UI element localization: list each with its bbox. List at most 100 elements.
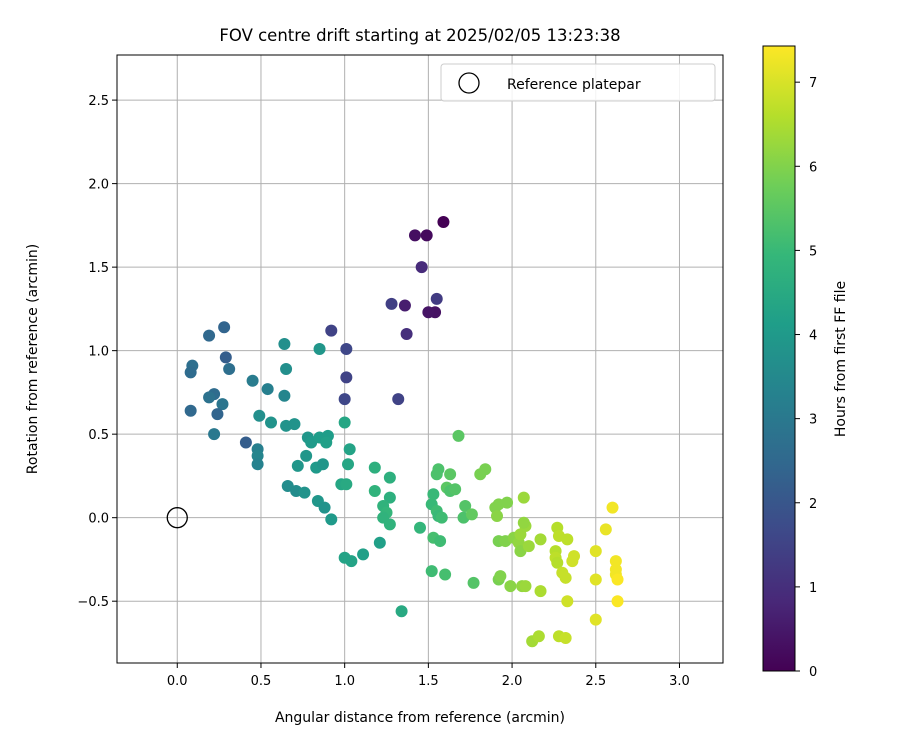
data-point: [589, 573, 602, 586]
y-axis-label: Rotation from reference (arcmin): [25, 244, 41, 474]
x-tick-label: 1.5: [418, 674, 439, 689]
data-point: [532, 630, 545, 643]
data-point: [184, 366, 197, 379]
data-point: [383, 491, 396, 504]
data-point: [340, 371, 353, 384]
data-point: [298, 486, 311, 499]
reference-point-marker: [166, 507, 188, 529]
data-point: [599, 523, 612, 536]
data-point: [589, 545, 602, 558]
data-point: [479, 463, 492, 476]
data-point: [430, 468, 443, 481]
data-point: [357, 548, 370, 561]
data-point: [501, 496, 514, 509]
data-point: [208, 428, 221, 441]
data-point: [288, 418, 301, 431]
colorbar-tick-label: 6: [809, 160, 817, 175]
data-point: [561, 533, 574, 546]
data-point: [325, 324, 338, 337]
data-point: [325, 513, 338, 526]
plot-frame: [116, 54, 724, 664]
data-point: [373, 536, 386, 549]
data-point: [414, 521, 426, 534]
data-point: [430, 292, 443, 305]
data-point: [291, 459, 304, 472]
data-point: [219, 351, 232, 364]
data-point: [534, 533, 547, 546]
data-point: [313, 342, 326, 355]
y-tick-label: −0.5: [77, 595, 109, 610]
data-point: [449, 483, 462, 496]
x-axis-label: Angular distance from reference (arcmin): [275, 710, 565, 726]
data-point: [465, 508, 478, 521]
data-point: [452, 429, 465, 442]
data-point: [343, 443, 356, 456]
data-point: [439, 568, 452, 581]
x-axis-ticks: 0.0 0.5 1.0 1.5 2.0 2.5 3.0: [167, 663, 690, 689]
data-point: [320, 436, 333, 449]
data-point: [318, 501, 331, 514]
data-point: [522, 540, 535, 553]
x-tick-label: 2.5: [585, 674, 606, 689]
data-point: [444, 468, 457, 481]
data-point: [611, 595, 624, 608]
data-point: [398, 299, 411, 312]
data-point: [422, 306, 435, 319]
data-point: [383, 471, 396, 484]
x-tick-label: 1.0: [334, 674, 355, 689]
colorbar-tick-label: 4: [809, 329, 817, 344]
data-point: [519, 580, 532, 593]
data-point: [589, 613, 602, 626]
y-tick-label: 1.0: [88, 345, 109, 360]
data-point: [606, 501, 619, 514]
data-point: [278, 337, 291, 350]
data-point: [467, 576, 480, 589]
data-point: [559, 571, 572, 584]
data-point: [566, 555, 579, 568]
data-point: [559, 631, 572, 644]
data-point: [415, 261, 428, 274]
legend-label-reference: Reference platepar: [507, 77, 641, 93]
data-point: [211, 408, 224, 421]
data-point: [392, 393, 405, 406]
colorbar-ticks: 0 1 2 3 4 5 6 7: [795, 76, 817, 680]
data-point: [459, 499, 472, 512]
data-point: [534, 585, 547, 598]
data-point: [246, 374, 259, 387]
x-tick-label: 2.0: [502, 674, 523, 689]
data-point: [435, 511, 448, 524]
data-point: [434, 535, 447, 548]
legend: Reference platepar: [440, 63, 716, 102]
data-point: [278, 389, 291, 402]
data-point: [218, 321, 231, 334]
data-point: [338, 416, 351, 429]
data-point: [368, 461, 381, 474]
y-tick-label: 2.0: [88, 178, 109, 193]
data-point: [420, 229, 433, 242]
data-point: [427, 488, 440, 501]
data-point: [342, 458, 355, 471]
data-point: [437, 216, 450, 229]
data-point: [239, 436, 252, 449]
data-point: [491, 510, 504, 523]
chart-title: FOV centre drift starting at 2025/02/05 …: [219, 26, 620, 45]
data-point: [383, 518, 396, 531]
data-point: [611, 573, 624, 586]
data-point: [216, 398, 229, 411]
data-point: [280, 363, 293, 376]
legend-box: [440, 63, 716, 102]
data-point: [368, 484, 381, 497]
data-point: [517, 491, 530, 504]
colorbar-tick-label: 7: [809, 76, 817, 91]
grid-lines: [117, 55, 723, 663]
x-tick-label: 3.0: [669, 674, 690, 689]
colorbar-label: Hours from first FF file: [833, 281, 849, 437]
colorbar-tick-label: 0: [809, 665, 817, 680]
data-point: [203, 391, 216, 404]
colorbar-tick-label: 2: [809, 497, 817, 512]
data-point: [561, 595, 574, 608]
data-point: [345, 555, 358, 568]
y-tick-label: 0.0: [88, 512, 109, 527]
data-point: [223, 363, 236, 376]
